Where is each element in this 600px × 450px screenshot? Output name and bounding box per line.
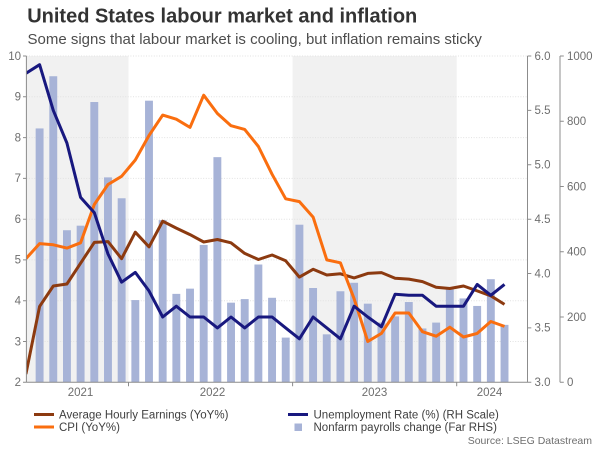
svg-text:7: 7: [15, 173, 21, 185]
svg-text:8: 8: [15, 132, 21, 144]
svg-text:4.5: 4.5: [535, 214, 551, 226]
svg-text:800: 800: [567, 116, 586, 128]
svg-text:5: 5: [15, 255, 21, 267]
svg-text:200: 200: [567, 312, 586, 324]
svg-text:2024: 2024: [477, 387, 503, 399]
svg-text:3: 3: [15, 336, 21, 348]
svg-text:5.0: 5.0: [535, 160, 551, 172]
svg-text:3.0: 3.0: [535, 377, 551, 389]
svg-text:600: 600: [567, 181, 586, 193]
svg-text:CPI (YoY%): CPI (YoY%): [59, 422, 120, 434]
svg-text:6: 6: [15, 214, 21, 226]
svg-text:United States labour market an: United States labour market and inflatio…: [27, 5, 417, 27]
svg-text:6.0: 6.0: [535, 51, 551, 63]
svg-text:400: 400: [567, 247, 586, 259]
svg-text:Unemployment Rate (%) (RH Scal: Unemployment Rate (%) (RH Scale): [314, 410, 500, 422]
svg-text:10: 10: [8, 51, 21, 63]
svg-text:2022: 2022: [200, 387, 226, 399]
svg-text:2: 2: [15, 377, 21, 389]
svg-text:4: 4: [15, 296, 22, 308]
svg-text:5.5: 5.5: [535, 105, 551, 117]
svg-text:Nonfarm payrolls change (Far R: Nonfarm payrolls change (Far RHS): [314, 422, 498, 434]
svg-text:4.0: 4.0: [535, 268, 551, 280]
svg-text:3.5: 3.5: [535, 323, 551, 335]
svg-text:2023: 2023: [362, 387, 388, 399]
svg-text:Some signs that labour market: Some signs that labour market is cooling…: [28, 31, 483, 48]
svg-text:1000: 1000: [567, 51, 593, 63]
svg-text:Source: LSEG Datastream: Source: LSEG Datastream: [468, 435, 593, 447]
svg-text:9: 9: [15, 92, 21, 104]
svg-text:2021: 2021: [68, 387, 94, 399]
svg-text:0: 0: [567, 377, 573, 389]
svg-text:Average Hourly Earnings (YoY%): Average Hourly Earnings (YoY%): [59, 410, 229, 422]
